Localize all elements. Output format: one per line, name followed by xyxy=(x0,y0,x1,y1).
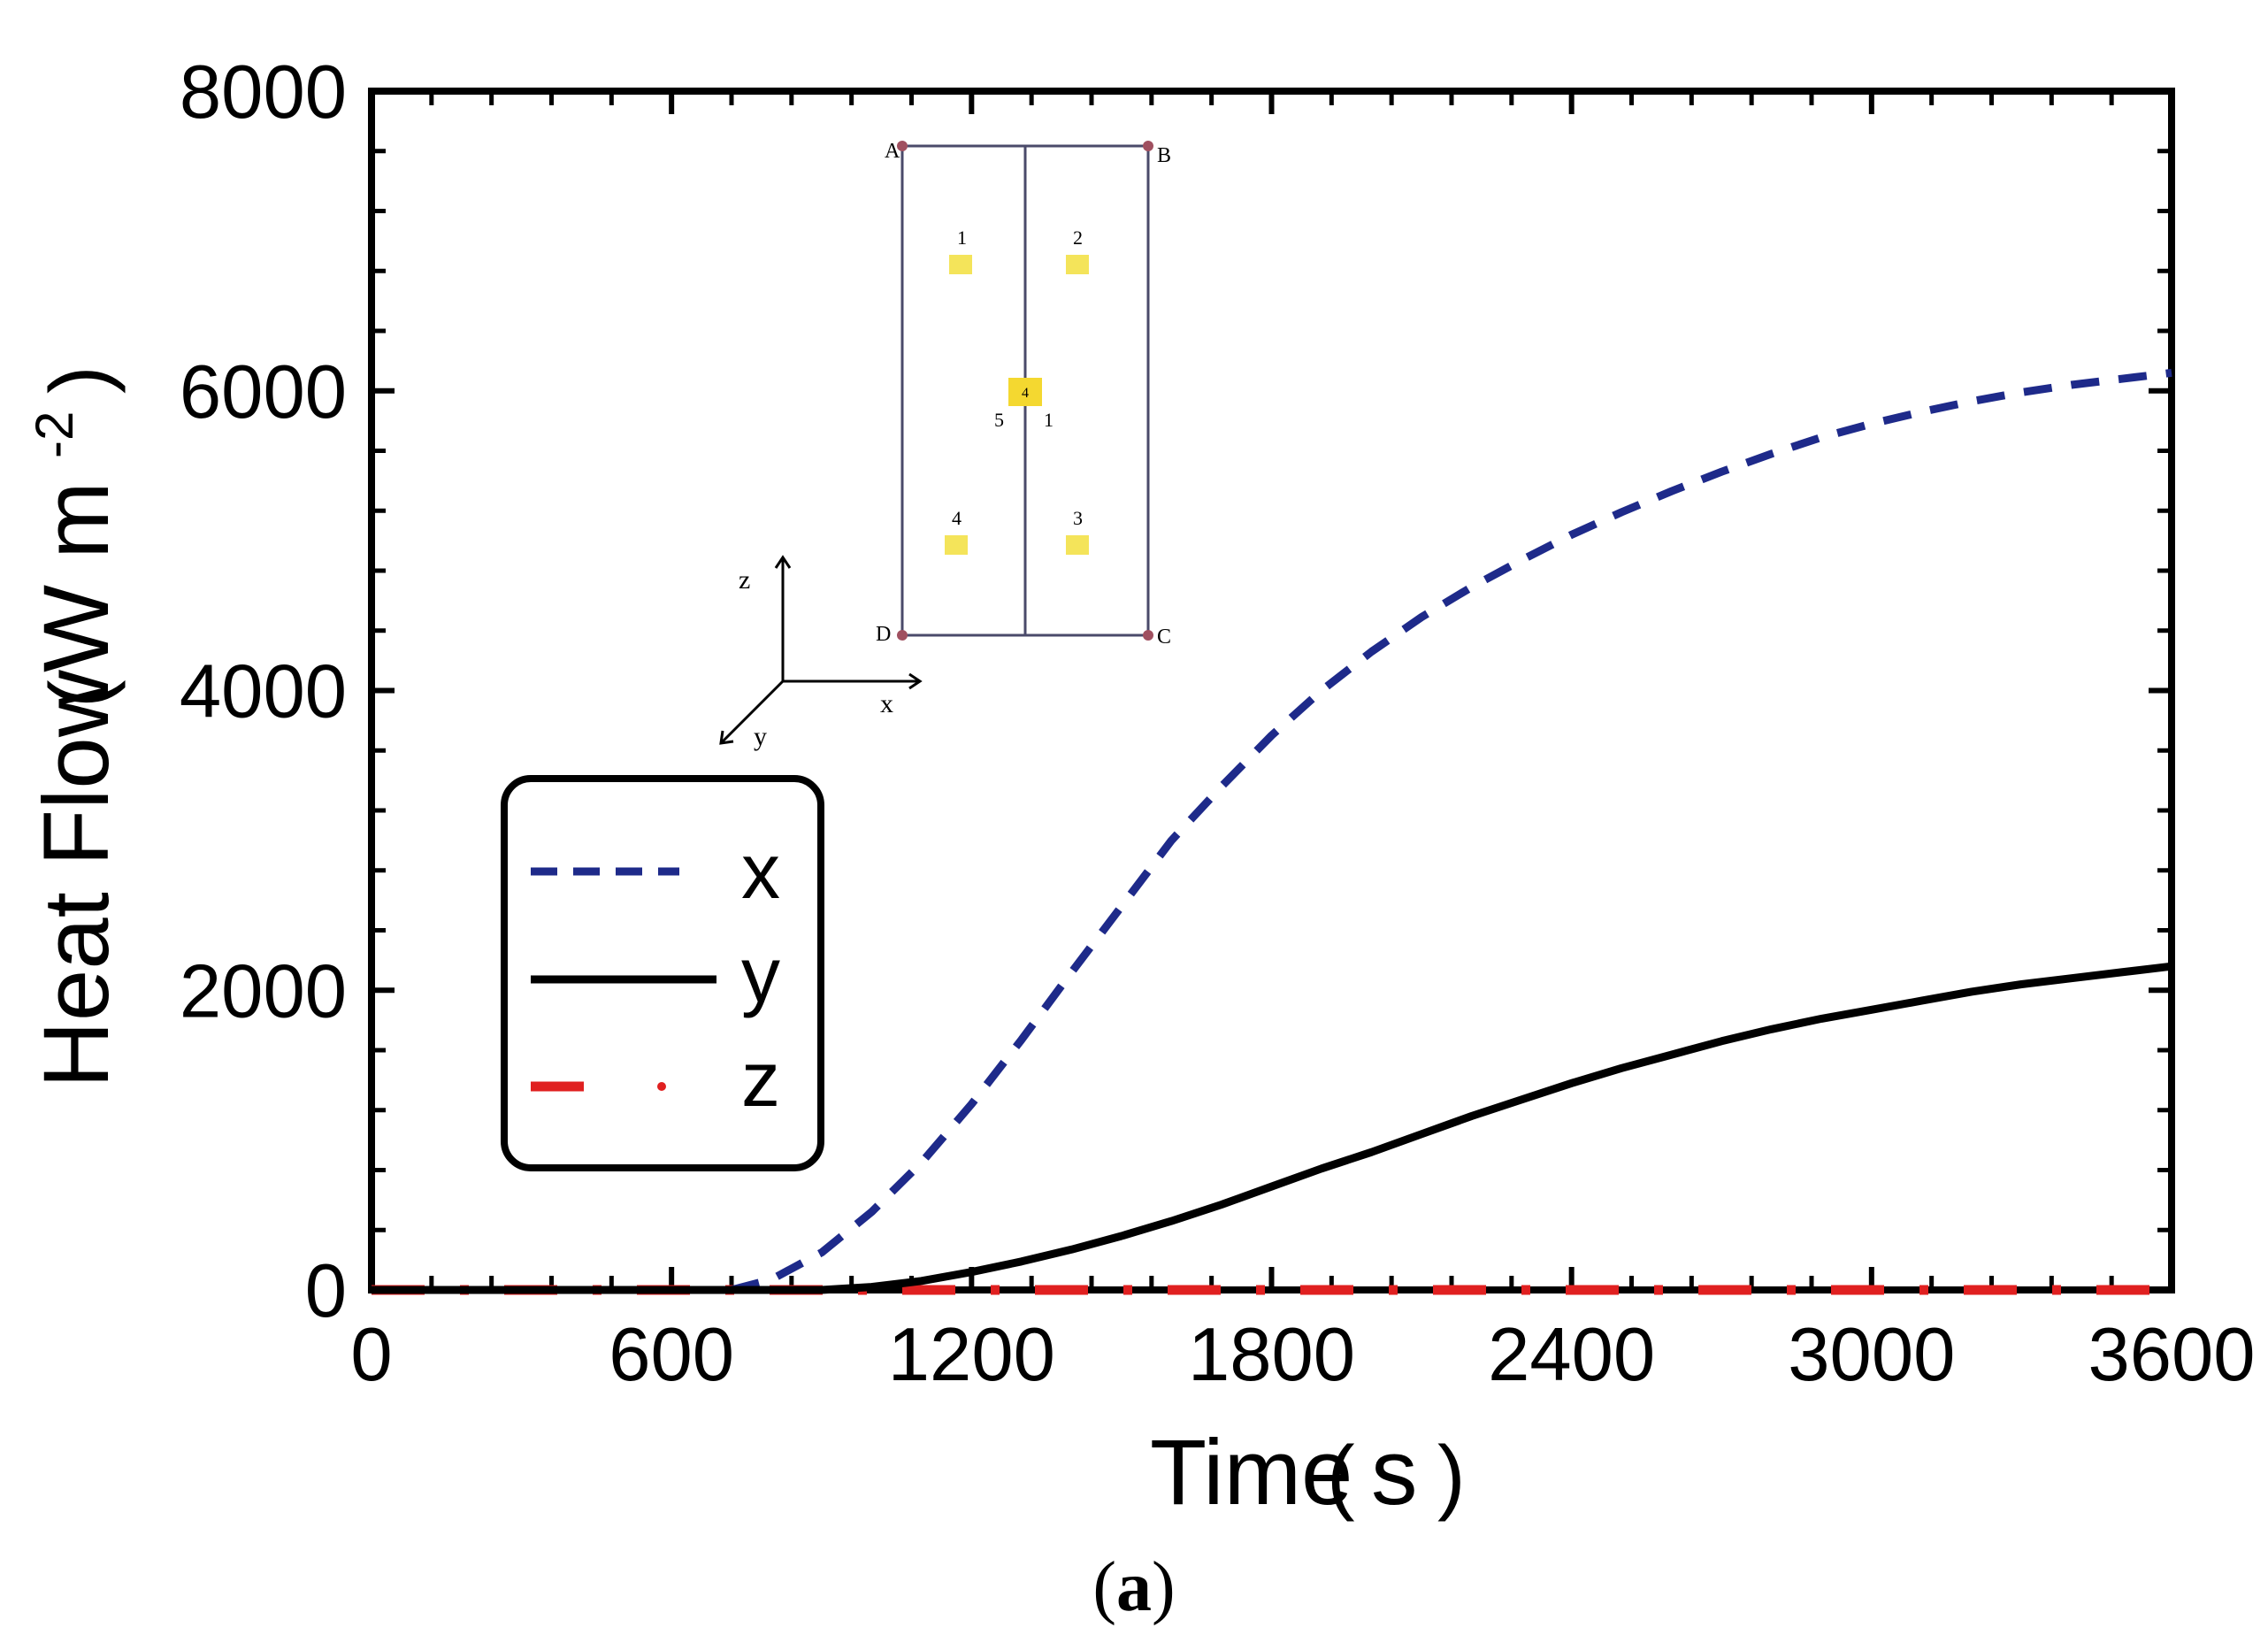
legend-swatch-z-dot xyxy=(657,1082,666,1091)
legend-box xyxy=(501,775,824,1171)
x-tick-label: 1200 xyxy=(888,1313,1055,1397)
inset-axis-z: z xyxy=(739,565,750,595)
x-tick-label: 3600 xyxy=(2088,1313,2255,1397)
inset-coordinate-axes xyxy=(719,555,923,745)
inset-corner-c: C xyxy=(1157,626,1171,649)
inset-node-b xyxy=(1143,141,1153,151)
y-tick-label: 8000 xyxy=(180,50,347,134)
y-axis-unit: W m xyxy=(25,481,128,672)
inset-point-label-3: 3 xyxy=(1073,507,1083,529)
inset-point-center-label: 4 xyxy=(1022,386,1029,401)
y-axis-unit-exponent: -2 xyxy=(25,411,84,458)
y-axis-unit-paren-close: ) xyxy=(33,365,126,394)
x-tick-label: 1800 xyxy=(1188,1313,1355,1397)
inset-axis-y: y xyxy=(754,722,767,751)
series-line-y xyxy=(372,962,2172,1294)
inset-node-c xyxy=(1143,630,1153,641)
x-tick-label: 0 xyxy=(350,1313,392,1397)
tick-labels: 0 600 1200 1800 2400 3000 3600 0 2000 4000 6000 800… xyxy=(180,50,2256,1397)
y-tick-label: 2000 xyxy=(180,949,347,1033)
inset-point-label-1b: 1 xyxy=(1044,409,1054,431)
x-axis-unit: s xyxy=(1371,1421,1418,1524)
inset-point-1 xyxy=(949,255,972,274)
y-axis-label: Heat Flow xyxy=(25,669,128,1088)
inset-point-3 xyxy=(1066,535,1089,555)
x-axis-label: Time xyxy=(1150,1421,1352,1524)
inset-point-label-1: 1 xyxy=(957,226,967,249)
inset-point-label-2: 2 xyxy=(1073,226,1083,249)
y-axis-label-group: Heat Flow ( W m -2 ) xyxy=(25,365,128,1088)
inset-point-4 xyxy=(945,535,968,555)
inset-node-a xyxy=(897,141,908,151)
y-axis-unit-paren-open: ( xyxy=(33,679,126,708)
inset-corner-b: B xyxy=(1157,144,1171,167)
inset-point-center xyxy=(1008,378,1042,406)
inset-point-2 xyxy=(1066,255,1089,274)
inset-corner-a: A xyxy=(885,140,900,163)
legend-label-z: z xyxy=(741,1035,780,1123)
x-tick-label: 3000 xyxy=(1788,1313,1955,1397)
inset-diagram: A B C D 1 2 3 4 4 5 1 z x y xyxy=(719,140,1171,751)
legend-label-x: x xyxy=(741,827,780,915)
inset-node-d xyxy=(897,630,908,641)
inset-axis-x: x xyxy=(880,689,893,718)
axis-ticks xyxy=(369,88,2174,1293)
x-axis-unit-paren-open: ( xyxy=(1327,1429,1355,1523)
legend: x y z xyxy=(501,775,824,1171)
y-tick-label: 6000 xyxy=(180,350,347,434)
inset-corner-d: D xyxy=(876,623,891,646)
inset-point-label-5: 5 xyxy=(994,409,1004,431)
y-tick-label: 0 xyxy=(305,1249,347,1333)
inset-point-label-4: 4 xyxy=(952,507,962,529)
legend-label-y: y xyxy=(741,931,780,1018)
series-lines xyxy=(372,368,2172,1295)
x-tick-label: 2400 xyxy=(1488,1313,1655,1397)
y-tick-label: 4000 xyxy=(180,650,347,734)
figure-caption: (a) xyxy=(1092,1548,1175,1626)
x-tick-label: 600 xyxy=(609,1313,734,1397)
x-axis-unit-paren-close: ) xyxy=(1437,1429,1466,1523)
series-line-x xyxy=(730,368,2172,1294)
